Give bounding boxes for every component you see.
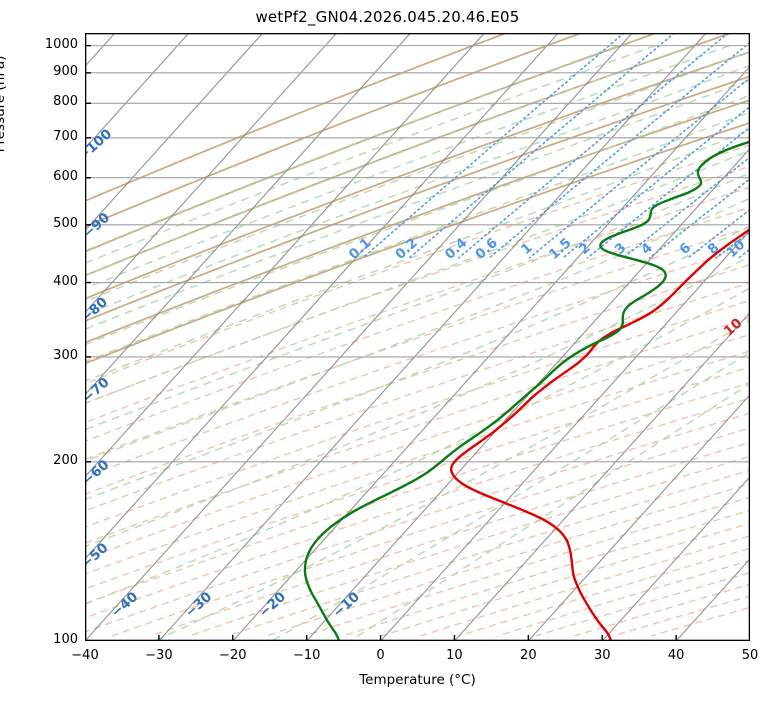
moist-adiabat xyxy=(154,319,750,641)
moist-adiabat xyxy=(85,172,750,431)
moist-adiabat xyxy=(85,94,750,346)
x-tick-label: 0 xyxy=(376,648,385,663)
isotherm-line xyxy=(85,33,264,232)
moist-adiabat xyxy=(85,79,750,330)
y-tick-label: 800 xyxy=(53,94,78,110)
mixing-ratio-lines-group xyxy=(362,33,750,259)
y-axis-label: Pressure (hPa) xyxy=(0,4,8,204)
dry-adiabat xyxy=(85,99,750,344)
dry-adiabat xyxy=(85,75,750,322)
isotherms-group xyxy=(85,33,750,641)
mixing-ratio-line xyxy=(586,126,750,259)
dry-adiabat xyxy=(85,263,750,495)
y-tick-label: 300 xyxy=(53,347,78,363)
dry-adiabat xyxy=(85,350,750,575)
plot-background xyxy=(85,33,750,641)
moist-adiabat xyxy=(85,287,750,605)
x-tick-label: 50 xyxy=(741,648,759,663)
dry-adiabat xyxy=(420,535,750,637)
y-tick-label: 400 xyxy=(53,273,78,289)
dry-adiabat xyxy=(85,245,750,478)
moist-adiabat xyxy=(85,64,750,316)
plot-border xyxy=(85,33,750,641)
isotherm-line xyxy=(85,33,190,150)
dry-adiabat xyxy=(85,282,750,512)
dry-adiabat xyxy=(85,299,750,528)
isotherm-line xyxy=(85,33,633,641)
isotherm-line xyxy=(380,229,750,641)
y-tick-label: 900 xyxy=(53,63,78,79)
x-tick-label: −40 xyxy=(71,648,99,663)
dry-adiabat xyxy=(85,144,750,385)
x-tick-label: 40 xyxy=(667,648,685,663)
moist-adiabats-group xyxy=(85,44,750,641)
y-tick-label: 1000 xyxy=(44,36,78,52)
profile-curve-dewpoint xyxy=(303,140,750,641)
dry-adiabat xyxy=(85,397,750,619)
moist-adiabat xyxy=(85,225,750,501)
dry-adiabat xyxy=(111,427,750,637)
moist-adiabat xyxy=(85,50,750,303)
isotherm-line xyxy=(527,393,750,641)
dry-adiabat xyxy=(85,206,750,442)
isotherm-line xyxy=(306,147,750,641)
y-tick-label: 700 xyxy=(53,128,78,144)
dry-adiabat xyxy=(85,121,750,365)
isotherm-line xyxy=(601,475,750,641)
plot-area: −100 −90 −80 −70 −60 −50 −40 −30 −20 −10 10 0.1 0.2… xyxy=(85,33,750,641)
isotherm-line xyxy=(85,33,411,396)
isotherm-line xyxy=(232,65,750,641)
isotherm-line xyxy=(85,33,559,560)
axis-ticks-group xyxy=(85,44,750,641)
mixing-ratio-line xyxy=(562,105,750,259)
dry-adiabat xyxy=(85,366,750,590)
y-axis-label-text: Pressure (hPa) xyxy=(0,55,8,153)
x-tick-label: 10 xyxy=(446,648,463,663)
moist-adiabat xyxy=(85,44,619,252)
page-title: wetPf2_GN04.2026.045.20.46.E05 xyxy=(255,8,520,26)
isotherm-line xyxy=(85,33,485,478)
dry-adiabat xyxy=(85,51,750,300)
mixing-ratio-line xyxy=(408,33,676,259)
dry-adiabat xyxy=(85,33,582,228)
dry-adiabat xyxy=(85,412,750,633)
y-tick-label: 200 xyxy=(53,452,78,468)
mixing-ratio-line xyxy=(457,33,730,259)
y-tick-label: 100 xyxy=(53,632,78,647)
x-tick-label: −20 xyxy=(219,648,247,663)
x-tick-label: 20 xyxy=(520,648,537,663)
mixing-ratio-line xyxy=(488,41,750,259)
profile-curve-temperature xyxy=(449,227,750,641)
y-tick-label: 600 xyxy=(53,168,78,184)
dry-adiabat xyxy=(85,226,750,461)
y-tick-label: 500 xyxy=(53,215,78,231)
moist-adiabat xyxy=(85,44,656,265)
dry-adiabat xyxy=(189,455,750,637)
dry-adiabat xyxy=(381,522,750,637)
x-tick-label: 30 xyxy=(593,648,611,663)
moist-adiabat xyxy=(85,197,750,462)
dry-adiabat xyxy=(227,469,750,637)
x-tick-label: −10 xyxy=(292,648,321,663)
x-axis-label: Temperature (°C) xyxy=(359,672,476,688)
isotherm-line xyxy=(85,33,338,314)
dry-adiabat xyxy=(85,165,750,405)
mixing-ratio-line xyxy=(362,33,625,259)
moist-adiabat xyxy=(85,149,750,405)
isotherm-line xyxy=(158,33,707,641)
x-tick-label: −30 xyxy=(145,648,173,663)
isotherm-line xyxy=(454,311,750,641)
mixing-ratio-line xyxy=(528,76,750,259)
profile-curves-group xyxy=(303,140,750,641)
dry-adiabat xyxy=(85,33,507,202)
